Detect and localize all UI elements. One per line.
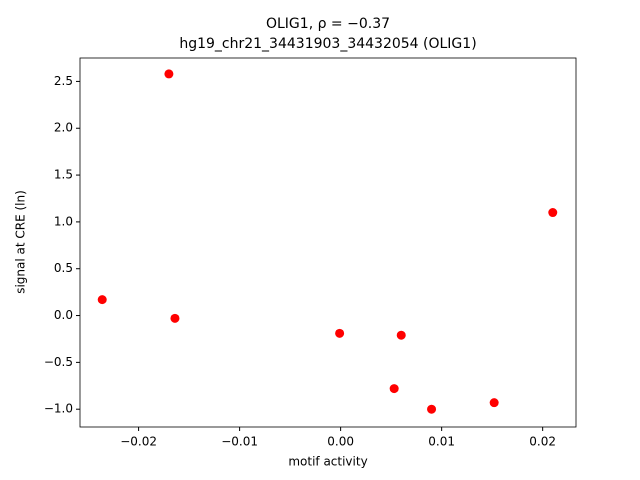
x-tick-label: −0.01	[221, 435, 258, 449]
y-tick-label: 1.0	[54, 214, 73, 228]
x-tick-label: 0.00	[327, 435, 354, 449]
y-tick-label: 0.5	[54, 261, 73, 275]
point	[389, 384, 399, 394]
point	[548, 208, 558, 218]
point	[427, 404, 437, 414]
point	[170, 313, 180, 323]
y-tick-label: −1.0	[44, 402, 73, 416]
y-tick-label: 0.0	[54, 308, 73, 322]
y-tick-label: −0.5	[44, 355, 73, 369]
x-tick-label: 0.02	[529, 435, 556, 449]
x-tick-label: −0.02	[120, 435, 157, 449]
y-axis-label: signal at CRE (ln)	[14, 190, 28, 294]
chart-title: OLIG1, ρ = −0.37	[266, 16, 390, 32]
x-axis-label: motif activity	[288, 455, 367, 469]
y-tick-label: 2.5	[54, 74, 73, 88]
point	[335, 328, 345, 338]
x-tick-label: 0.01	[428, 435, 455, 449]
point	[396, 330, 406, 340]
point	[164, 69, 174, 79]
point	[97, 295, 107, 305]
plot-frame	[79, 57, 577, 428]
y-tick-label: 2.0	[54, 121, 73, 135]
point	[489, 398, 499, 408]
chart-subtitle: hg19_chr21_34431903_34432054 (OLIG1)	[179, 36, 476, 52]
y-tick-label: 1.5	[54, 168, 73, 182]
